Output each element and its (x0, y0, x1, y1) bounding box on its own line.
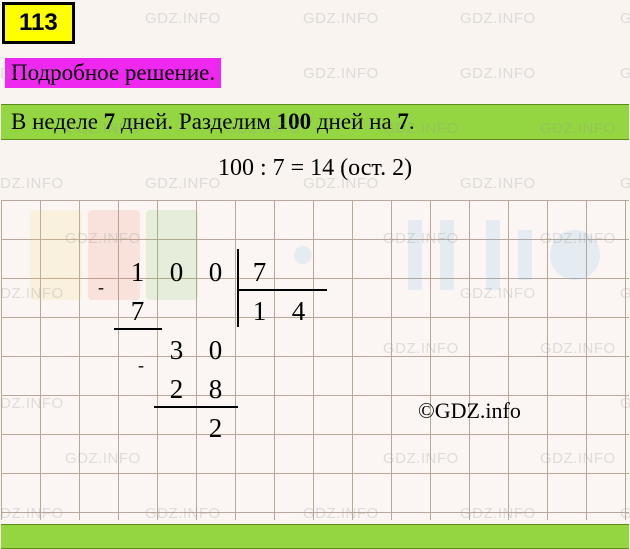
expl-part: . (409, 109, 415, 134)
minus-sign: - (98, 277, 104, 298)
sub-hline (154, 406, 238, 408)
problem-number-badge: 113 (2, 2, 75, 44)
copyright-text: ©GDZ.info (418, 398, 521, 424)
final-rem-digit: 2 (196, 409, 235, 448)
dividend-digit: 0 (196, 253, 235, 292)
expl-part-bold: 7 (397, 109, 409, 134)
minus-sign: - (138, 355, 144, 376)
expl-part: дней. Разделим (115, 109, 276, 134)
expl-part: В неделе (11, 109, 104, 134)
explanation-green-bottom: x (1, 524, 629, 549)
equation-text: 100 : 7 = 14 (ост. 2) (218, 155, 412, 181)
sub-digit: 7 (118, 292, 157, 331)
sub-digit: 2 (157, 370, 196, 409)
expl-part-bold: 7 (104, 109, 116, 134)
problem-number: 113 (19, 9, 58, 36)
explanation-green-1: В неделе 7 дней. Разделим 100 дней на 7. (1, 104, 629, 140)
rem-digit: 0 (196, 331, 235, 370)
divisor-digit: 7 (240, 253, 279, 292)
expl-part-bold: 100 (277, 109, 312, 134)
ghost-logo (30, 210, 600, 300)
section-title-pink: Подробное решение. (5, 58, 221, 88)
quotient-digit: 1 (240, 292, 279, 331)
division-vline (237, 249, 239, 327)
dividend-digit: 1 (118, 253, 157, 292)
copyright-value: ©GDZ.info (418, 398, 521, 423)
expl-part: дней на (311, 109, 397, 134)
dividend-digit: 0 (157, 253, 196, 292)
division-hline (237, 289, 327, 291)
sub-digit: 8 (196, 370, 235, 409)
equation-line: 100 : 7 = 14 (ост. 2) (0, 155, 630, 182)
quotient-digit: 4 (279, 292, 318, 331)
section-title-text: Подробное решение. (11, 60, 215, 85)
sub-hline (114, 328, 162, 330)
rem-digit: 3 (157, 331, 196, 370)
